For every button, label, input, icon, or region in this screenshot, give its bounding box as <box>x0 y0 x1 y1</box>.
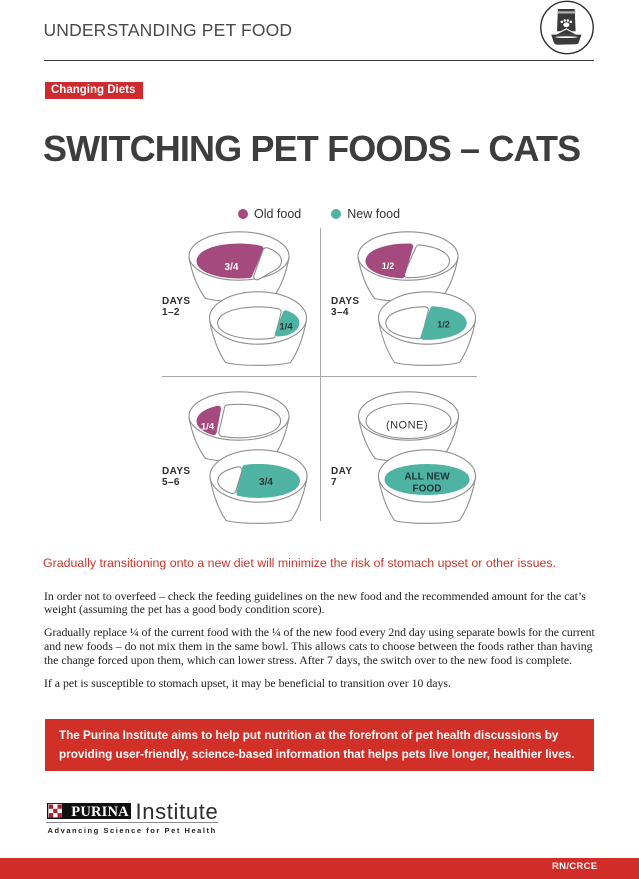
svg-text:3/4: 3/4 <box>259 477 273 488</box>
svg-text:ALL NEW: ALL NEW <box>404 472 450 483</box>
svg-text:(NONE): (NONE) <box>386 420 428 432</box>
svg-text:1/2: 1/2 <box>437 320 450 330</box>
svg-text:1/4: 1/4 <box>279 322 293 333</box>
svg-text:1/4: 1/4 <box>201 422 215 433</box>
svg-text:1/2: 1/2 <box>382 261 395 271</box>
svg-text:FOOD: FOOD <box>413 484 442 495</box>
svg-text:3/4: 3/4 <box>225 262 239 273</box>
